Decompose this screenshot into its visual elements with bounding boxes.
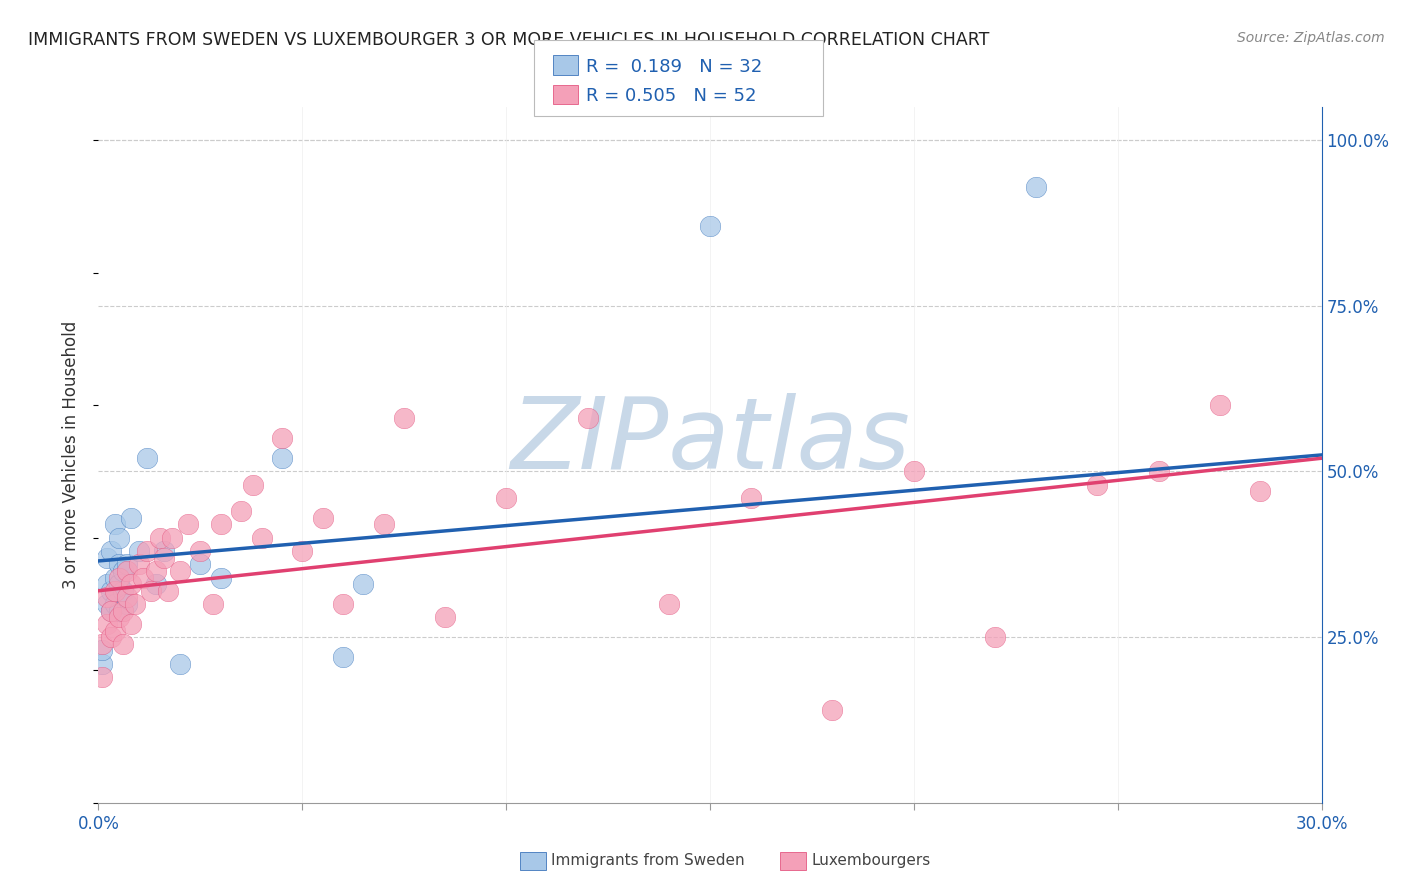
- Point: [100, 544, 122, 558]
- Point: [96, 597, 118, 611]
- Point: [1025, 179, 1047, 194]
- Point: [115, 558, 138, 572]
- Point: [1249, 484, 1271, 499]
- Point: [156, 583, 179, 598]
- Point: [332, 650, 354, 665]
- Point: [108, 577, 131, 591]
- Text: R = 0.505   N = 52: R = 0.505 N = 52: [586, 87, 756, 105]
- Point: [111, 564, 134, 578]
- Point: [160, 531, 183, 545]
- Point: [270, 451, 294, 466]
- Point: [104, 570, 127, 584]
- Point: [209, 517, 232, 532]
- Point: [169, 564, 191, 578]
- Point: [120, 616, 142, 631]
- Point: [392, 411, 416, 425]
- Point: [108, 610, 131, 624]
- Point: [132, 570, 155, 584]
- Point: [699, 219, 721, 234]
- Text: Immigrants from Sweden: Immigrants from Sweden: [551, 854, 745, 868]
- Point: [201, 597, 224, 611]
- Point: [495, 491, 517, 505]
- Point: [231, 504, 253, 518]
- Point: [91, 657, 114, 671]
- Point: [373, 517, 395, 532]
- Point: [141, 583, 163, 598]
- Point: [209, 570, 232, 584]
- Point: [108, 604, 131, 618]
- Point: [145, 564, 167, 578]
- Point: [149, 531, 172, 545]
- Point: [104, 597, 127, 611]
- Point: [91, 670, 114, 684]
- Text: R =  0.189   N = 32: R = 0.189 N = 32: [586, 58, 762, 76]
- Point: [576, 411, 599, 425]
- Point: [111, 637, 134, 651]
- Point: [115, 591, 138, 605]
- Point: [903, 465, 925, 479]
- Point: [152, 544, 174, 558]
- Text: Luxembourgers: Luxembourgers: [811, 854, 931, 868]
- Point: [169, 657, 191, 671]
- Point: [100, 583, 122, 598]
- Point: [96, 591, 118, 605]
- Point: [1209, 398, 1232, 412]
- Point: [312, 511, 335, 525]
- Point: [270, 431, 294, 445]
- Point: [91, 643, 114, 657]
- Point: [104, 517, 127, 532]
- Point: [104, 624, 127, 638]
- Text: ZIPatlas: ZIPatlas: [510, 392, 910, 490]
- Point: [108, 570, 131, 584]
- Point: [984, 630, 1007, 644]
- Point: [188, 544, 212, 558]
- Point: [128, 544, 150, 558]
- Point: [145, 577, 167, 591]
- Point: [115, 597, 138, 611]
- Point: [242, 477, 264, 491]
- Text: Source: ZipAtlas.com: Source: ZipAtlas.com: [1237, 31, 1385, 45]
- Point: [100, 604, 122, 618]
- Point: [96, 577, 118, 591]
- Point: [108, 531, 131, 545]
- Point: [91, 637, 114, 651]
- Point: [352, 577, 374, 591]
- Point: [108, 558, 131, 572]
- Point: [111, 583, 134, 598]
- Point: [111, 604, 134, 618]
- Point: [152, 550, 174, 565]
- Point: [1147, 465, 1170, 479]
- Point: [124, 597, 146, 611]
- Point: [332, 597, 354, 611]
- Point: [177, 517, 200, 532]
- Point: [740, 491, 762, 505]
- Point: [100, 630, 122, 644]
- Point: [658, 597, 681, 611]
- Point: [821, 703, 844, 717]
- Point: [434, 610, 457, 624]
- Y-axis label: 3 or more Vehicles in Household: 3 or more Vehicles in Household: [62, 321, 80, 589]
- Point: [188, 558, 212, 572]
- Point: [100, 604, 122, 618]
- Point: [104, 583, 127, 598]
- Point: [96, 550, 118, 565]
- Point: [120, 511, 142, 525]
- Text: IMMIGRANTS FROM SWEDEN VS LUXEMBOURGER 3 OR MORE VEHICLES IN HOUSEHOLD CORRELATI: IMMIGRANTS FROM SWEDEN VS LUXEMBOURGER 3…: [28, 31, 990, 49]
- Point: [136, 451, 159, 466]
- Point: [136, 544, 159, 558]
- Point: [291, 544, 314, 558]
- Point: [96, 616, 118, 631]
- Point: [115, 564, 138, 578]
- Point: [250, 531, 273, 545]
- Point: [128, 558, 150, 572]
- Point: [120, 577, 142, 591]
- Point: [1085, 477, 1108, 491]
